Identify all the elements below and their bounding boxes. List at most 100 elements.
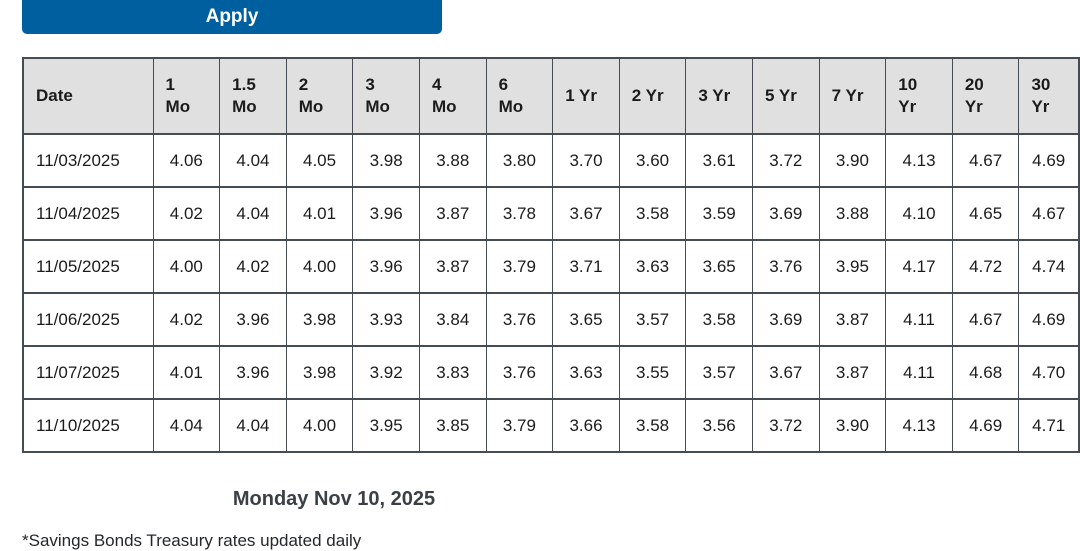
rate-cell: 3.87 (818, 345, 887, 400)
rate-cell: 4.69 (1018, 292, 1080, 347)
header-cell: 5 Yr (752, 57, 820, 135)
table-row: 11/07/2025 4.01 3.96 3.98 3.92 3.83 3.76 3.63 3.… (22, 345, 1080, 400)
rate-cell: 3.63 (552, 345, 620, 400)
rate-cell: 4.06 (152, 133, 221, 188)
footnote-text: *Savings Bonds Treasury rates updated da… (22, 531, 362, 550)
date-cell: 11/06/2025 (22, 292, 154, 347)
rate-cell: 3.58 (618, 398, 687, 453)
rate-cell: 4.17 (885, 239, 953, 294)
rate-cell: 3.67 (752, 345, 820, 400)
table-row: 11/03/2025 4.06 4.04 4.05 3.98 3.88 3.80 3.70 3.… (22, 133, 1080, 188)
rate-cell: 3.88 (418, 133, 487, 188)
rate-cell: 3.95 (818, 239, 887, 294)
rate-cell: 4.04 (219, 398, 287, 453)
rate-cell: 4.02 (219, 239, 287, 294)
rate-cell: 3.66 (552, 398, 620, 453)
rate-cell: 3.61 (685, 133, 754, 188)
rate-cell: 3.96 (352, 186, 420, 241)
chart-date-title: Monday Nov 10, 2025 (232, 488, 436, 510)
rate-cell: 3.79 (485, 239, 554, 294)
rate-cell: 4.69 (951, 398, 1020, 453)
header-cell: 2 Yr (618, 57, 687, 135)
rate-cell: 3.65 (552, 292, 620, 347)
header-cell: 3 Mo (352, 57, 420, 135)
table-row: 11/05/2025 4.00 4.02 4.00 3.96 3.87 3.79 3.71 3.… (22, 239, 1080, 294)
date-cell: 11/05/2025 (22, 239, 154, 294)
rate-cell: 4.65 (951, 186, 1020, 241)
rate-cell: 3.78 (485, 186, 554, 241)
header-cell: 4 Mo (418, 57, 487, 135)
header-cell: 30 Yr (1018, 57, 1080, 135)
rate-cell: 4.02 (152, 186, 221, 241)
rate-cell: 3.72 (752, 133, 820, 188)
header-cell: 1.5 Mo (219, 57, 287, 135)
rate-cell: 3.56 (685, 398, 754, 453)
header-cell: 10 Yr (885, 57, 953, 135)
rate-cell: 3.65 (685, 239, 754, 294)
header-cell: 1 Mo (152, 57, 221, 135)
rate-cell: 3.90 (818, 398, 887, 453)
rate-cell: 3.93 (352, 292, 420, 347)
rate-cell: 3.57 (685, 345, 754, 400)
date-cell: 11/07/2025 (22, 345, 154, 400)
table-row: 11/04/2025 4.02 4.04 4.01 3.96 3.87 3.78 3.67 3.… (22, 186, 1080, 241)
rate-cell: 4.00 (285, 398, 354, 453)
rate-cell: 3.96 (219, 345, 287, 400)
header-cell: Date (22, 57, 154, 135)
rate-cell: 4.68 (951, 345, 1020, 400)
date-cell: 11/10/2025 (22, 398, 154, 453)
rate-cell: 3.80 (485, 133, 554, 188)
rate-cell: 4.04 (152, 398, 221, 453)
rate-cell: 3.98 (352, 133, 420, 188)
rate-cell: 3.67 (552, 186, 620, 241)
rate-cell: 4.71 (1018, 398, 1080, 453)
rate-cell: 4.01 (285, 186, 354, 241)
rate-cell: 3.92 (352, 345, 420, 400)
rate-cell: 3.69 (752, 292, 820, 347)
rate-cell: 4.11 (885, 292, 953, 347)
rate-cell: 3.70 (552, 133, 620, 188)
rate-cell: 4.67 (951, 133, 1020, 188)
rate-cell: 4.00 (285, 239, 354, 294)
rate-cell: 3.55 (618, 345, 687, 400)
header-cell: 6 Mo (485, 57, 554, 135)
treasury-rates-table: Date 1 Mo 1.5 Mo 2 Mo 3 Mo 4 Mo 6 Mo 1 Yr 2 Yr 3 … (22, 57, 1080, 453)
rate-cell: 3.88 (818, 186, 887, 241)
rate-cell: 3.96 (219, 292, 287, 347)
rate-cell: 3.59 (685, 186, 754, 241)
date-cell: 11/04/2025 (22, 186, 154, 241)
rate-cell: 3.83 (418, 345, 487, 400)
rate-cell: 3.58 (685, 292, 754, 347)
rate-cell: 3.87 (418, 239, 487, 294)
rate-cell: 3.84 (418, 292, 487, 347)
rates-table-container: Date 1 Mo 1.5 Mo 2 Mo 3 Mo 4 Mo 6 Mo 1 Yr 2 Yr 3 … (22, 57, 1080, 453)
rate-cell: 3.98 (285, 292, 354, 347)
rate-cell: 4.13 (885, 133, 953, 188)
rate-cell: 3.79 (485, 398, 554, 453)
rate-cell: 4.00 (152, 239, 221, 294)
rate-cell: 4.70 (1018, 345, 1080, 400)
rate-cell: 3.96 (352, 239, 420, 294)
rate-cell: 3.87 (418, 186, 487, 241)
apply-button[interactable]: Apply (22, 0, 442, 34)
rate-cell: 4.13 (885, 398, 953, 453)
rate-cell: 4.67 (1018, 186, 1080, 241)
rate-cell: 3.85 (418, 398, 487, 453)
rate-cell: 3.71 (552, 239, 620, 294)
rate-cell: 3.95 (352, 398, 420, 453)
header-cell: 2 Mo (285, 57, 354, 135)
rate-cell: 4.01 (152, 345, 221, 400)
rate-cell: 4.69 (1018, 133, 1080, 188)
rate-cell: 3.87 (818, 292, 887, 347)
rate-cell: 4.05 (285, 133, 354, 188)
rate-cell: 3.76 (485, 345, 554, 400)
rate-cell: 4.72 (951, 239, 1020, 294)
rate-cell: 4.04 (219, 133, 287, 188)
rate-cell: 3.57 (618, 292, 687, 347)
rate-cell: 4.04 (219, 186, 287, 241)
rate-cell: 3.76 (752, 239, 820, 294)
date-cell: 11/03/2025 (22, 133, 154, 188)
rate-cell: 3.90 (818, 133, 887, 188)
rate-cell: 3.72 (752, 398, 820, 453)
